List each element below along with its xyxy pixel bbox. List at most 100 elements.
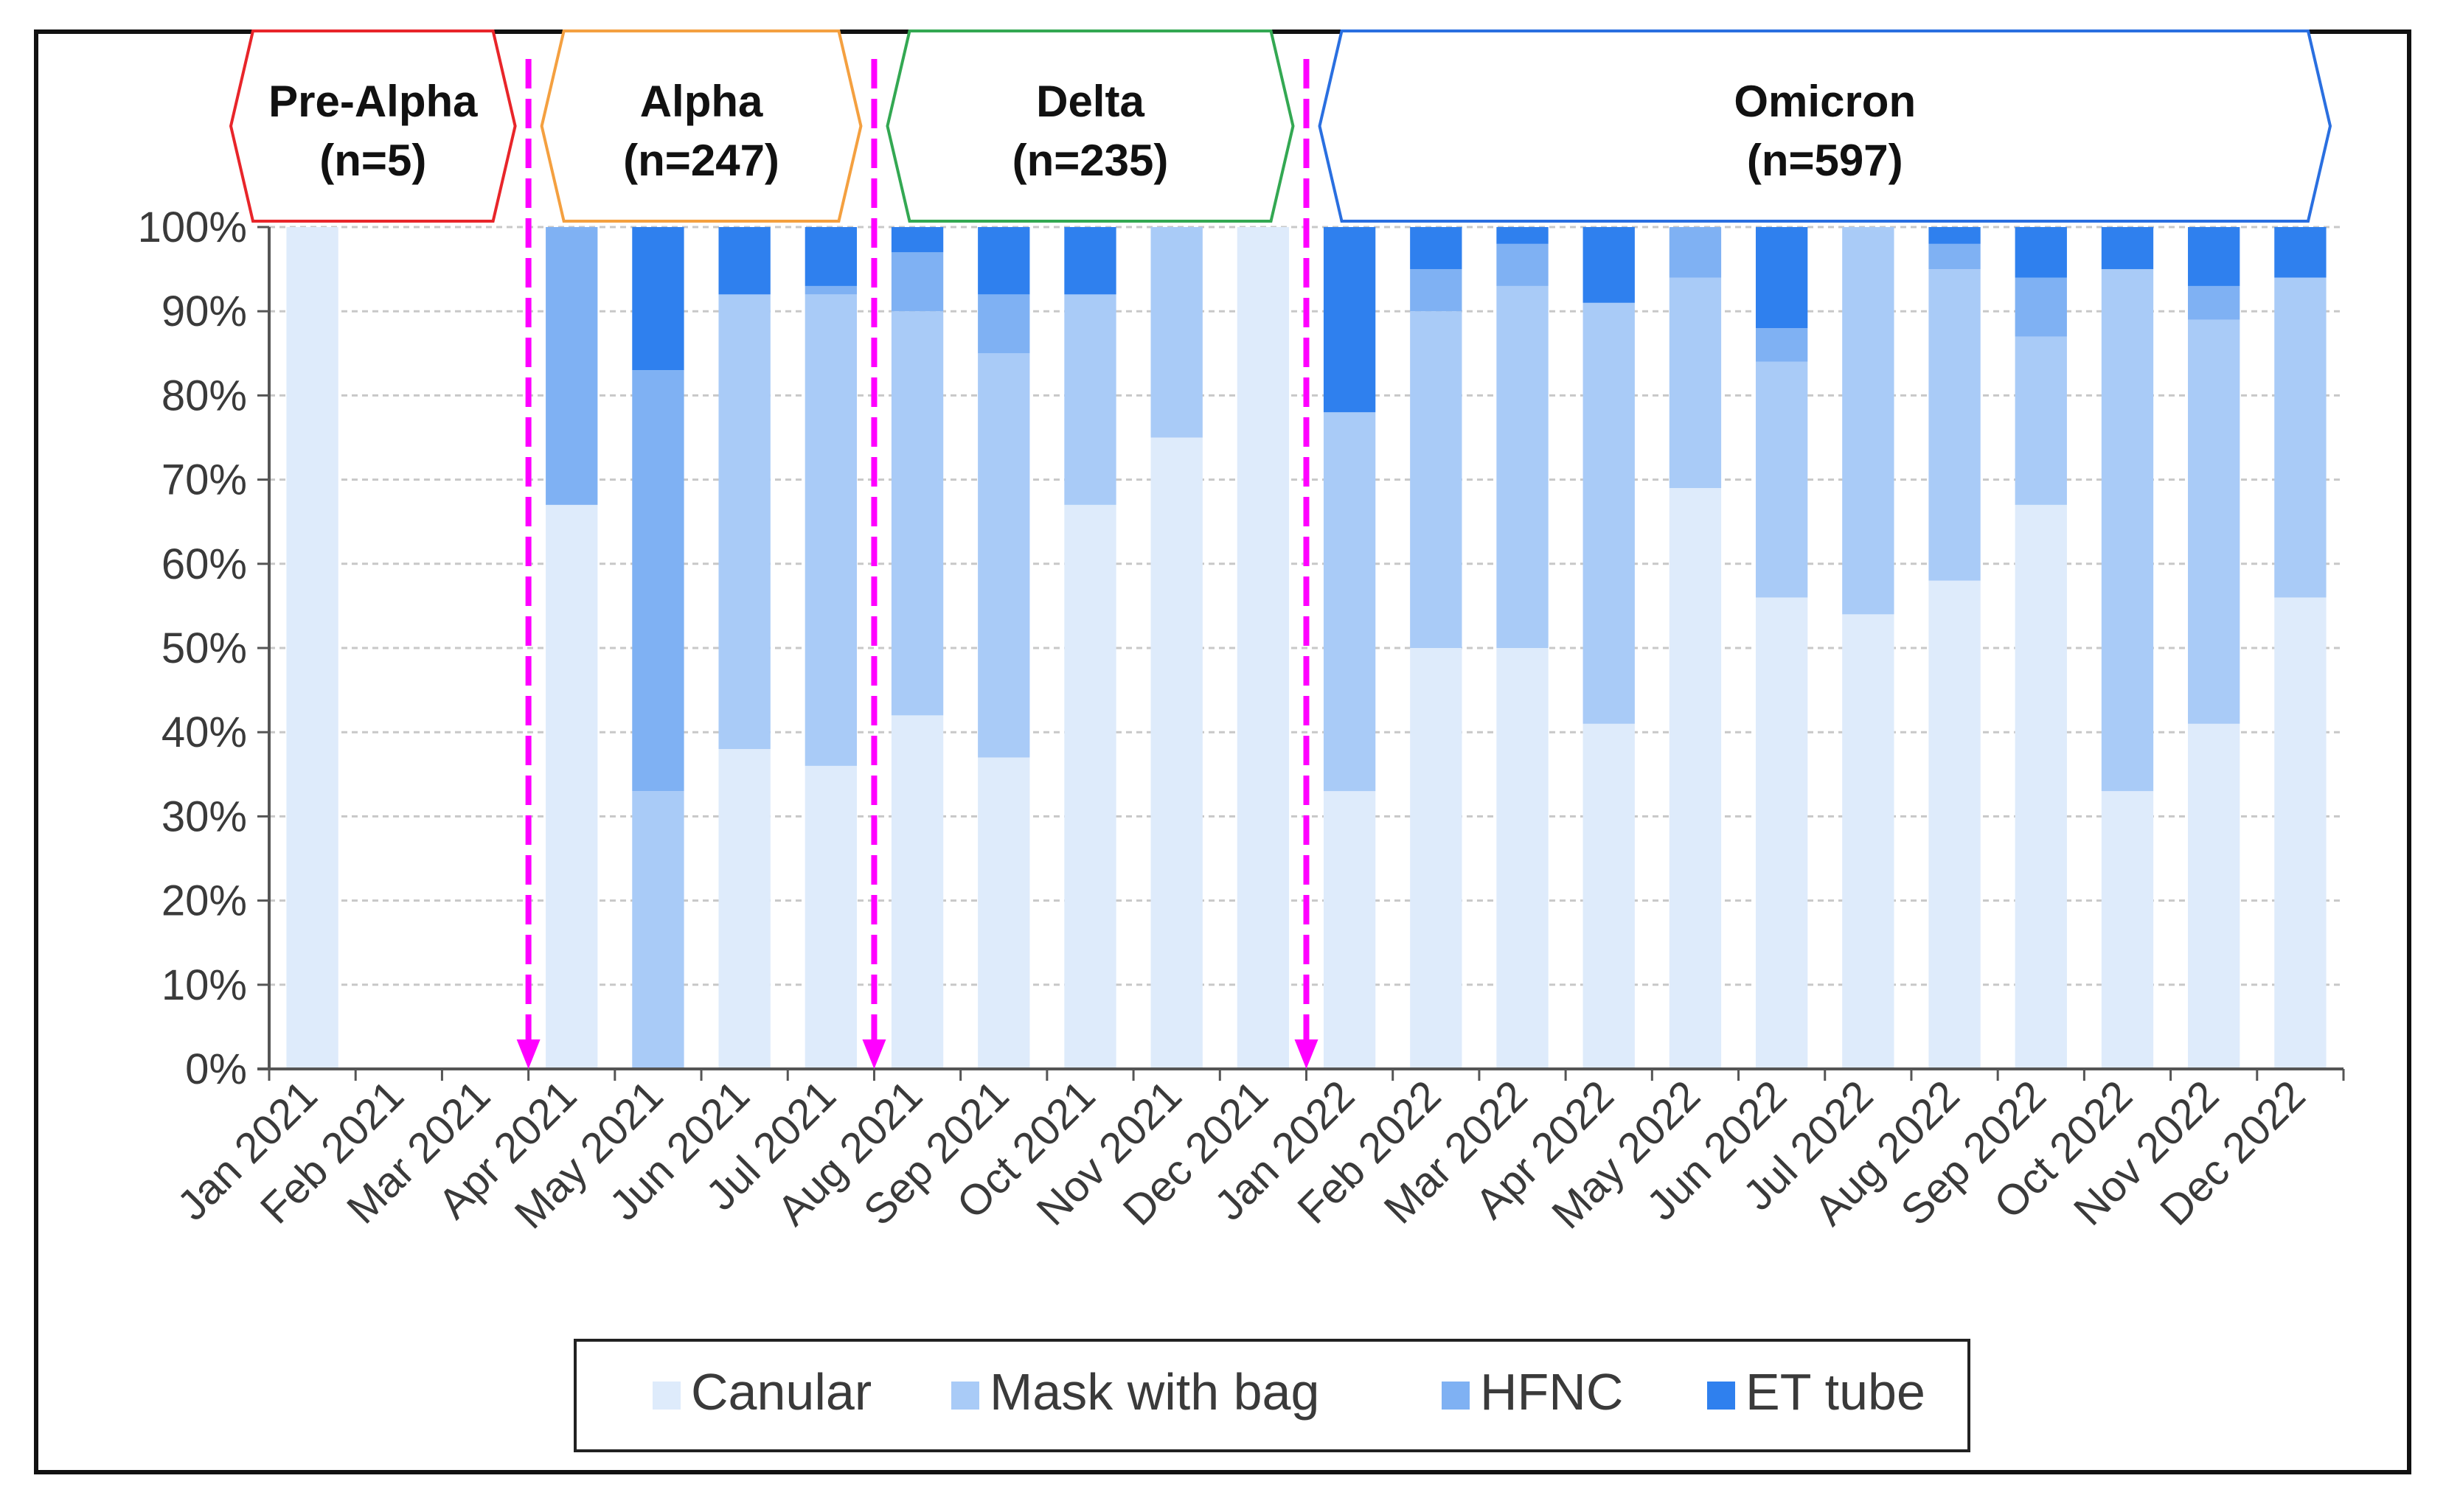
legend-swatch: [951, 1382, 979, 1410]
bar-mask-with-bag: [2274, 277, 2327, 598]
bar-canular: [1669, 488, 1722, 1069]
bar-canular: [2101, 791, 2154, 1069]
bar-canular: [1842, 614, 1894, 1069]
bar-canular: [1237, 227, 1290, 1069]
bar-hfnc: [2188, 285, 2240, 320]
bar-canular: [2274, 597, 2327, 1069]
variant-name: Alpha: [640, 77, 763, 126]
bar-mask-with-bag: [805, 294, 858, 766]
bar-canular: [1150, 437, 1203, 1069]
legend: Canular Mask with bag HFNC ET tube: [574, 1339, 1970, 1452]
variant-count: (n=5): [319, 136, 426, 185]
bar-mask-with-bag: [1755, 361, 1808, 598]
bar-et-tube: [2015, 227, 2067, 278]
variant-name: Omicron: [1734, 77, 1916, 126]
bar-mask-with-bag: [2188, 319, 2240, 724]
legend-swatch: [1442, 1382, 1470, 1410]
y-tick-label: 100%: [138, 203, 247, 251]
bar-hfnc: [1496, 243, 1549, 286]
y-tick-label: 30%: [161, 792, 247, 840]
y-tick-label: 50%: [161, 624, 247, 672]
bar-et-tube: [1410, 227, 1462, 270]
y-tick-label: 10%: [161, 961, 247, 1009]
bar-mask-with-bag: [1150, 227, 1203, 438]
bar-et-tube: [2274, 227, 2327, 278]
bar-hfnc: [1410, 269, 1462, 312]
bar-mask-with-bag: [1928, 269, 1981, 581]
bar-mask-with-bag: [1496, 285, 1549, 648]
bar-canular: [1582, 723, 1635, 1069]
y-tick-label: 70%: [161, 456, 247, 504]
legend-swatch: [1707, 1382, 1735, 1410]
bar-et-tube: [2101, 227, 2154, 270]
bar-et-tube: [632, 227, 684, 371]
variant-count: (n=597): [1747, 136, 1903, 185]
y-tick-label: 60%: [161, 540, 247, 588]
y-tick-label: 80%: [161, 372, 247, 419]
bar-canular: [1496, 648, 1549, 1069]
bar-et-tube: [1323, 227, 1376, 413]
legend-label: HFNC: [1480, 1363, 1623, 1421]
variant-period-arrow: [540, 29, 863, 223]
bar-canular: [1755, 597, 1808, 1069]
legend-box: [574, 1339, 1970, 1452]
bar-canular: [1410, 648, 1462, 1069]
bar-hfnc: [1928, 243, 1981, 270]
bar-mask-with-bag: [718, 294, 771, 750]
bar-canular: [718, 749, 771, 1069]
bar-canular: [1323, 791, 1376, 1069]
bar-mask-with-bag: [1323, 412, 1376, 792]
variant-count: (n=235): [1012, 136, 1169, 185]
bar-canular: [1928, 580, 1981, 1069]
legend-label: ET tube: [1745, 1363, 1925, 1421]
bar-hfnc: [2015, 277, 2067, 337]
bar-canular: [805, 765, 858, 1069]
variant-name: Delta: [1036, 77, 1144, 126]
bar-hfnc: [805, 285, 858, 295]
y-tick-label: 0%: [185, 1045, 247, 1093]
bar-canular: [891, 715, 944, 1069]
bar-et-tube: [1496, 227, 1549, 244]
bar-canular: [978, 757, 1030, 1069]
bar-canular: [2188, 723, 2240, 1069]
variant-name: Pre-Alpha: [268, 77, 478, 126]
legend-swatch: [653, 1382, 681, 1410]
bar-mask-with-bag: [632, 791, 684, 1069]
y-tick-label: 90%: [161, 288, 247, 335]
bar-mask-with-bag: [1842, 227, 1894, 615]
y-tick-label: 40%: [161, 708, 247, 756]
variant-periods: Pre-Alpha (n=5) Alpha (n=247) Delta (n=235) Om…: [229, 29, 2332, 1069]
divider-arrowhead: [1294, 1039, 1318, 1069]
legend-label: Mask with bag: [990, 1363, 1319, 1421]
bar-hfnc: [632, 370, 684, 792]
bar-mask-with-bag: [2015, 336, 2067, 505]
bar-mask-with-bag: [1582, 302, 1635, 724]
legend-label: Canular: [691, 1363, 872, 1421]
bar-canular: [2015, 504, 2067, 1069]
variant-period-arrow: [886, 29, 1295, 223]
bar-mask-with-bag: [891, 311, 944, 716]
bar-mask-with-bag: [1064, 294, 1116, 505]
bar-canular: [286, 227, 338, 1069]
bar-hfnc: [891, 252, 944, 312]
y-tick-label: 20%: [161, 877, 247, 925]
bar-mask-with-bag: [2101, 269, 2154, 792]
bar-et-tube: [978, 227, 1030, 295]
bars: [286, 227, 2327, 1069]
divider-arrowhead: [516, 1039, 541, 1069]
bar-et-tube: [1755, 227, 1808, 329]
bar-hfnc: [1755, 328, 1808, 362]
variant-period-arrow: [229, 29, 517, 223]
bar-et-tube: [1582, 227, 1635, 303]
bar-et-tube: [891, 227, 944, 253]
variant-count: (n=247): [623, 136, 779, 185]
bar-mask-with-bag: [1410, 311, 1462, 648]
bar-hfnc: [1669, 227, 1722, 278]
bar-mask-with-bag: [1669, 277, 1722, 489]
variant-period-arrow: [1318, 29, 2332, 223]
bar-canular: [546, 504, 598, 1069]
bar-et-tube: [2188, 227, 2240, 286]
bar-mask-with-bag: [978, 353, 1030, 758]
bar-hfnc: [546, 227, 598, 505]
